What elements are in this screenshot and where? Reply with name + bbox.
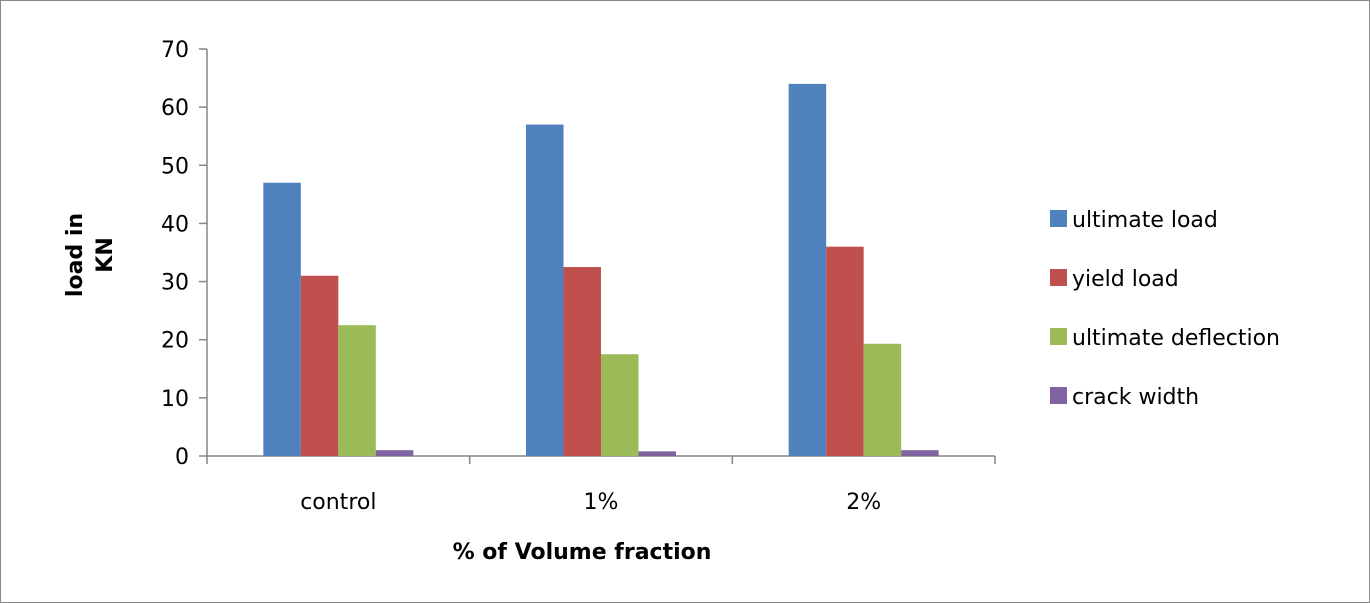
bar-ultimate-deflection-1	[338, 325, 376, 456]
x-tick-label: 1%	[584, 490, 619, 515]
legend-label: yield load	[1072, 267, 1179, 292]
bar-crack-width-3	[901, 450, 939, 456]
y-tick-label: 10	[161, 387, 189, 412]
legend-swatch	[1050, 387, 1067, 404]
bar-yield-load-2	[563, 267, 601, 456]
y-tick-label: 0	[175, 445, 189, 470]
bar-ultimate-deflection-2	[601, 354, 639, 456]
legend: ultimate load yield load ultimate deflecti…	[1050, 208, 1280, 410]
y-tick-label: 50	[161, 154, 189, 179]
legend-label: ultimate load	[1072, 208, 1218, 233]
y-tick-label: 70	[161, 38, 189, 63]
y-axis-title: load in KN	[63, 213, 118, 297]
plot-area: 0 10 20 30 40 50 60 70 control 1% 2%	[161, 38, 996, 515]
y-tick-label: 20	[161, 329, 189, 354]
legend-label: ultimate deflection	[1072, 326, 1280, 351]
y-tick-label: 60	[161, 96, 189, 121]
bar-ultimate-load-1	[263, 182, 301, 456]
bar-yield-load-3	[826, 246, 864, 456]
x-tick-label: control	[300, 490, 376, 515]
bar-crack-width-2	[638, 451, 676, 456]
bar-crack-width-1	[375, 450, 414, 456]
y-tick-label: 30	[161, 271, 189, 296]
legend-label: crack width	[1072, 385, 1199, 410]
y-axis-title-line-2: KN	[93, 237, 118, 272]
y-tick-label: 40	[161, 212, 189, 237]
legend-swatch	[1050, 269, 1067, 286]
bar-yield-load-1	[300, 275, 339, 456]
y-axis-title-line-1: load in	[63, 213, 88, 297]
legend-swatch	[1050, 210, 1067, 227]
bar-ultimate-deflection-3	[863, 343, 902, 456]
legend-swatch	[1050, 328, 1067, 345]
bar-ultimate-load-2	[526, 124, 564, 456]
bar-ultimate-load-3	[788, 83, 827, 456]
x-axis-title: % of Volume fraction	[453, 540, 712, 565]
x-tick-label: 2%	[846, 490, 881, 515]
